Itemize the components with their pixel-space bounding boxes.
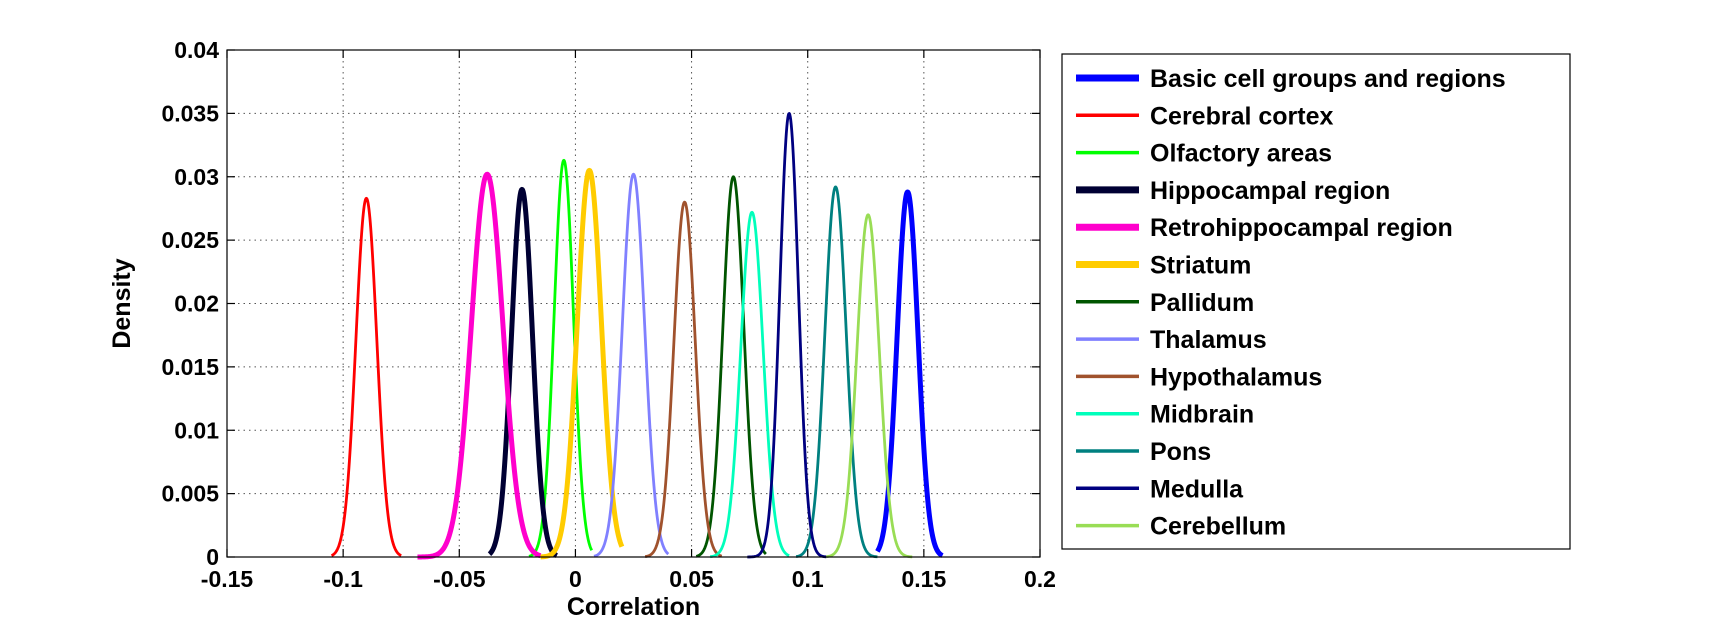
legend-item-0: Basic cell groups and regions	[1076, 65, 1506, 93]
series-line-8	[644, 200, 723, 559]
legend-item-11: Medulla	[1076, 475, 1244, 503]
density-curves	[330, 112, 945, 560]
series-line-4	[415, 171, 543, 560]
legend-label: Hypothalamus	[1150, 363, 1322, 391]
legend-label: Hippocampal region	[1150, 177, 1390, 205]
y-axis-label: Density	[108, 258, 136, 348]
y-tick-label: 0.005	[161, 481, 219, 507]
legend-item-8: Hypothalamus	[1076, 363, 1322, 391]
legend-label: Thalamus	[1150, 326, 1267, 354]
legend-label: Retrohippocampal region	[1150, 214, 1453, 242]
y-tick-label: 0.04	[174, 37, 219, 63]
y-tick-label: 0.01	[174, 417, 219, 443]
y-tick-label: 0.015	[161, 354, 219, 380]
legend-label: Cerebral cortex	[1150, 102, 1334, 130]
x-tick-label: -0.15	[201, 566, 254, 592]
series-line-3	[487, 186, 559, 558]
legend-item-1: Cerebral cortex	[1076, 102, 1334, 130]
legend: Basic cell groups and regions Cerebral co…	[1061, 53, 1571, 550]
legend-item-2: Olfactory areas	[1076, 140, 1332, 168]
x-tick-label: 0.1	[792, 566, 824, 592]
x-axis-label: Correlation	[567, 593, 700, 621]
legend-item-10: Pons	[1076, 438, 1211, 466]
legend-item-3: Hippocampal region	[1076, 177, 1390, 205]
legend-label: Pallidum	[1150, 289, 1254, 317]
legend-label: Midbrain	[1150, 401, 1254, 429]
y-tick-label: 0.03	[174, 164, 219, 190]
legend-label: Pons	[1150, 438, 1211, 466]
y-tick-label: 0.035	[161, 100, 219, 126]
x-tick-label: 0.15	[901, 566, 946, 592]
series-line-12	[825, 213, 914, 559]
legend-label: Olfactory areas	[1150, 140, 1332, 168]
series-line-11	[746, 112, 828, 559]
legend-label: Cerebellum	[1150, 513, 1286, 541]
legend-item-4: Retrohippocampal region	[1076, 214, 1453, 242]
x-tick-label: 0.2	[1024, 566, 1056, 592]
tick-labels: -0.15 -0.1 -0.05 0 0.05 0.1 0.15 0.2 0 0.005 0.01 0…	[161, 37, 1056, 592]
y-tick-label: 0.025	[161, 227, 219, 253]
legend-item-6: Pallidum	[1076, 289, 1254, 317]
legend-box	[1061, 53, 1571, 550]
series-line-6	[695, 175, 767, 558]
legend-item-7: Thalamus	[1076, 326, 1267, 354]
legend-item-12: Cerebellum	[1076, 513, 1286, 541]
legend-item-5: Striatum	[1076, 252, 1251, 280]
legend-label: Medulla	[1150, 475, 1244, 503]
x-tick-label: -0.1	[323, 566, 363, 592]
series-line-5	[538, 167, 625, 560]
series-line-9	[709, 210, 791, 559]
y-tick-label: 0	[206, 544, 219, 570]
x-tick-label: 0	[569, 566, 582, 592]
legend-label: Basic cell groups and regions	[1150, 65, 1506, 93]
x-tick-label: -0.05	[433, 566, 486, 592]
y-tick-label: 0.02	[174, 291, 219, 317]
legend-label: Striatum	[1150, 252, 1251, 280]
legend-item-9: Midbrain	[1076, 401, 1254, 429]
x-tick-label: 0.05	[669, 566, 714, 592]
axis-ticks	[226, 49, 1041, 558]
series-line-7	[593, 172, 670, 558]
series-line-2	[527, 158, 593, 558]
series-line-10	[795, 185, 879, 559]
series-line-1	[330, 196, 403, 557]
